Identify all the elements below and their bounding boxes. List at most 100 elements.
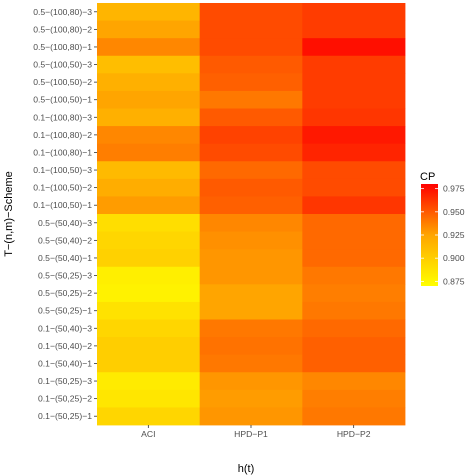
heatmap-cell	[97, 354, 201, 373]
heatmap-cell	[199, 407, 303, 426]
heatmap-cell	[199, 214, 303, 232]
y-tick-label: 0.5−(50,25)−2	[38, 288, 92, 298]
heatmap-cell	[302, 3, 406, 21]
x-axis-title: h(t)	[238, 463, 255, 475]
y-tick-label: 0.5−(100,50)−2	[33, 77, 92, 87]
heatmap-cell	[97, 38, 201, 57]
heatmap-cell	[302, 143, 406, 162]
legend-tick-label: 0.875	[443, 276, 465, 286]
heatmap-cell	[302, 178, 406, 197]
heatmap-cell	[302, 249, 406, 268]
heatmap-cell	[97, 231, 201, 250]
heatmap-cells	[97, 3, 406, 426]
heatmap-cell	[199, 73, 303, 92]
heatmap-cell	[97, 126, 201, 145]
heatmap-cell	[97, 214, 201, 232]
heatmap-cell	[97, 196, 201, 215]
heatmap-cell	[302, 214, 406, 232]
legend-tick-label: 0.975	[443, 184, 465, 194]
heatmap-cell	[97, 161, 201, 180]
heatmap-cell	[302, 73, 406, 92]
heatmap-cell	[199, 231, 303, 250]
heatmap-cell	[199, 161, 303, 180]
heatmap-cell	[199, 126, 303, 145]
y-tick-label: 0.5−(100,50)−1	[33, 95, 92, 105]
heatmap-cell	[97, 372, 201, 391]
y-axis-tick-labels: 0.5−(100,80)−3 0.5−(100,80)−2 0.5−(100,80)…	[33, 7, 92, 421]
y-tick-label: 0.1−(50,40)−1	[38, 358, 92, 368]
heatmap-cell	[97, 319, 201, 338]
heatmap-cell	[302, 354, 406, 373]
y-tick-label: 0.5−(100,80)−1	[33, 42, 92, 52]
heatmap-cell	[97, 407, 201, 426]
heatmap-cell	[302, 389, 406, 408]
y-tick-label: 0.1−(50,40)−2	[38, 341, 92, 351]
heatmap-cell	[97, 20, 201, 39]
heatmap-cell	[302, 266, 406, 285]
heatmap-cell	[199, 108, 303, 127]
heatmap-cell	[199, 284, 303, 303]
heatmap-cell	[97, 143, 201, 162]
y-tick-label: 0.5−(100,50)−3	[33, 60, 92, 70]
x-tick-label: HPD−P1	[234, 429, 268, 439]
y-tick-label: 0.5−(100,80)−2	[33, 24, 92, 34]
heatmap-cell	[97, 389, 201, 408]
y-tick-label: 0.5−(100,80)−3	[33, 7, 92, 17]
heatmap-cell	[199, 196, 303, 215]
heatmap-cell	[97, 108, 201, 127]
heatmap-cell	[97, 337, 201, 356]
legend-tick-label: 0.950	[443, 207, 465, 217]
heatmap-cell	[97, 266, 201, 285]
heatmap-cell	[302, 372, 406, 391]
heatmap-cell	[302, 337, 406, 356]
heatmap-cell	[302, 126, 406, 145]
y-tick-label: 0.1−(100,80)−1	[33, 147, 92, 157]
heatmap-cell	[97, 249, 201, 268]
y-axis-title: T−(n,m)−Scheme	[3, 171, 15, 257]
y-tick-label: 0.1−(50,40)−3	[38, 323, 92, 333]
legend-tick-label: 0.925	[443, 230, 465, 240]
heatmap-cell	[199, 389, 303, 408]
heatmap-cell	[199, 249, 303, 268]
heatmap-cell	[302, 90, 406, 109]
heatmap-cell	[97, 301, 201, 320]
heatmap-cell	[199, 337, 303, 356]
heatmap-cell	[302, 319, 406, 338]
heatmap-cell	[199, 319, 303, 338]
heatmap-cell	[199, 55, 303, 74]
y-tick-label: 0.1−(50,25)−1	[38, 411, 92, 421]
legend-title: CP	[420, 171, 435, 183]
heatmap-cell	[302, 55, 406, 74]
heatmap-cell	[199, 90, 303, 109]
heatmap-cell	[199, 301, 303, 320]
heatmap-cell	[199, 20, 303, 39]
heatmap-cell	[199, 266, 303, 285]
x-tick-label: HPD−P2	[337, 429, 371, 439]
heatmap-cell	[302, 38, 406, 57]
heatmap-cell	[302, 284, 406, 303]
heatmap-cell	[302, 196, 406, 215]
legend: CP 0.975 0.950 0.925 0.900 0.875	[420, 171, 465, 286]
heatmap-cell	[199, 354, 303, 373]
heatmap-cell	[199, 143, 303, 162]
heatmap-cell	[302, 407, 406, 426]
y-tick-label: 0.1−(50,25)−2	[38, 394, 92, 404]
heatmap-cell	[302, 20, 406, 39]
heatmap-cell	[97, 3, 201, 21]
heatmap-cell	[199, 372, 303, 391]
legend-ticks: 0.975 0.950 0.925 0.900 0.875	[421, 184, 465, 286]
heatmap-cell	[97, 90, 201, 109]
heatmap-cell	[97, 178, 201, 197]
x-tick-label: ACI	[141, 429, 155, 439]
y-tick-label: 0.1−(100,50)−3	[33, 165, 92, 175]
heatmap-cell	[302, 301, 406, 320]
y-tick-label: 0.1−(100,50)−1	[33, 200, 92, 210]
heatmap-cell	[199, 38, 303, 57]
legend-colorbar	[421, 184, 438, 286]
heatmap-cell	[199, 3, 303, 21]
x-axis-tick-labels: ACI HPD−P1 HPD−P2	[141, 429, 371, 439]
heatmap-cell	[302, 161, 406, 180]
heatmap-cell	[302, 231, 406, 250]
y-tick-label: 0.5−(50,40)−1	[38, 253, 92, 263]
